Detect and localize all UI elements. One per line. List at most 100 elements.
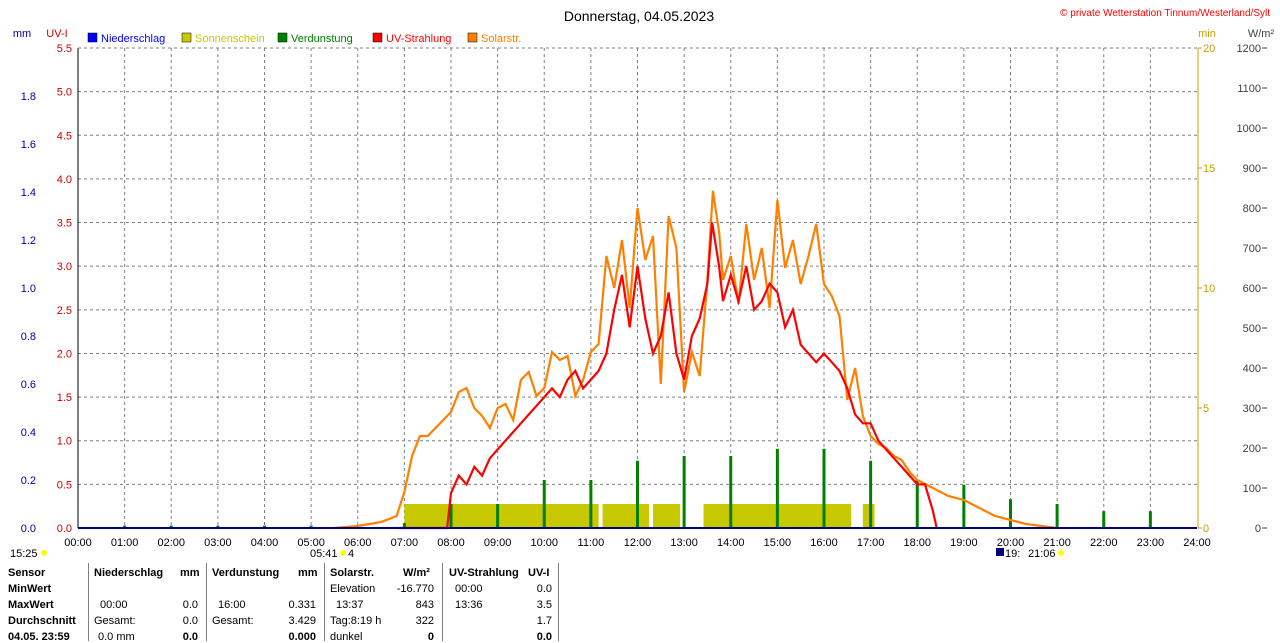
row-label-avg: Durchschnitt [8, 615, 76, 627]
legend-swatch [181, 32, 192, 43]
uv-tick-label: 5.5 [57, 43, 72, 55]
wm2-tick-label: 600 [1243, 283, 1261, 295]
sunshine-bar [862, 504, 875, 528]
tick-labels: 00:00 01:00 02:00 03:00 04:00 05:00 06:00 07:00… [21, 43, 1267, 549]
mm-tick-label: 1.4 [21, 187, 36, 199]
legend-label: UV-Strahlung [386, 33, 451, 45]
niederschlag-last-value: 0.0 [182, 631, 198, 643]
min-tick-label: 5 [1203, 403, 1209, 415]
min-tick-label: 0 [1203, 523, 1209, 535]
uv-header: UV-Strahlung [449, 567, 519, 579]
evaporation-bar [402, 523, 406, 528]
evaporation-bar [1009, 499, 1012, 528]
x-tick-label: 11:00 [578, 537, 605, 549]
wm2-tick-label: 400 [1243, 363, 1261, 375]
x-tick-label: 21:00 [1043, 537, 1071, 549]
x-tick-label: 08:00 [437, 537, 465, 549]
uv-tick-label: 1.0 [57, 436, 72, 448]
wm2-tick-label: 200 [1243, 443, 1261, 455]
x-tick-label: 15:00 [764, 537, 792, 549]
min-tick-label: 20 [1203, 43, 1215, 55]
wm2-tick-label: 100 [1243, 483, 1261, 495]
uv-tick-label: 2.0 [57, 348, 72, 360]
legend-swatch [87, 32, 98, 43]
verdunstung-header: Verdunstung [212, 567, 280, 579]
evaporation-bar [449, 504, 453, 528]
x-tick-label: 14:00 [717, 537, 745, 549]
niederschlag-avg-value: 0.0 [182, 615, 198, 627]
evaporation-bar [169, 525, 173, 528]
row-label-min: MinWert [8, 583, 52, 595]
evaporation-bar [729, 456, 733, 528]
evaporation-bar [775, 448, 779, 528]
legend-label: Sonnenschein [195, 33, 265, 45]
mm-tick-label: 0.4 [21, 427, 36, 439]
wm2-tick-label: 1200 [1237, 43, 1261, 55]
evaporation-bar [263, 525, 266, 528]
sunrise-dot [340, 550, 346, 556]
solar-max-value: 843 [415, 599, 434, 611]
evaporation-bar [822, 448, 826, 528]
x-tick-label: 05:00 [297, 537, 325, 549]
row-label-last: 04.05. 23:59 [8, 631, 70, 643]
solar-avg-label: Tag:8:19 h [330, 615, 382, 627]
solar-last-value: 0 [427, 631, 434, 643]
uv-tick-label: 0.0 [57, 523, 72, 535]
sunshine-bar [404, 504, 599, 528]
moon-icon [996, 548, 1004, 556]
wm2-tick-label: 800 [1243, 203, 1261, 215]
wm2-tick-label: 900 [1243, 163, 1261, 175]
x-tick-label: 22:00 [1090, 537, 1118, 549]
evaporation-bars [123, 448, 1152, 529]
legend-label: Verdunstung [291, 33, 353, 45]
evaporation-bar [216, 525, 220, 528]
column-divider [558, 563, 559, 641]
niederschlag-unit: mm [180, 567, 200, 579]
solar-last-label: dunkel [330, 631, 363, 643]
x-tick-label: 24:00 [1183, 537, 1211, 549]
x-tick-label: 17:00 [857, 537, 885, 549]
uv-tick-label: 4.0 [57, 174, 72, 186]
x-tick-label: 23:00 [1137, 537, 1165, 549]
x-tick-label: 18:00 [903, 537, 931, 549]
x-tick-label: 13:00 [670, 537, 698, 549]
niederschlag-last-text: 0.0 mm [98, 631, 135, 643]
solar-min-value: -16.770 [396, 583, 434, 595]
uv-last-value: 0.0 [536, 631, 552, 643]
legend-swatch [467, 32, 478, 43]
uv-min-time: 00:00 [455, 583, 483, 595]
niederschlag-max-value: 0.0 [182, 599, 198, 611]
verdunstung-avg-label: Gesamt: [212, 615, 254, 627]
x-tick-label: 16:00 [810, 537, 838, 549]
niederschlag-avg-label: Gesamt: [94, 615, 136, 627]
uv-tick-label: 0.5 [57, 479, 72, 491]
sunset-prefix: 19: [1005, 548, 1020, 560]
solar-header: Solarstr. [330, 567, 375, 579]
evaporation-bar [542, 480, 546, 528]
daylength-label: 15:25 [10, 548, 38, 560]
mm-tick-label: 1.8 [21, 91, 36, 103]
mm-tick-label: 0.8 [21, 331, 36, 343]
uv-max-time: 13:36 [455, 599, 483, 611]
uv-radiation-line [396, 222, 938, 530]
x-tick-label: 12:00 [624, 537, 652, 549]
grid [78, 48, 1197, 528]
x-tick-label: 02:00 [157, 537, 185, 549]
uv-tick-label: 3.0 [57, 261, 72, 273]
uv-tick-label: 3.5 [57, 218, 72, 230]
verdunstung-max-value: 0.331 [288, 599, 316, 611]
mm-tick-label: 1.0 [21, 283, 36, 295]
evaporation-bar [1102, 511, 1106, 528]
x-tick-label: 01:00 [111, 537, 139, 549]
legend-swatch [277, 32, 288, 43]
evaporation-bar [636, 460, 639, 528]
uv-tick-label: 1.5 [57, 392, 72, 404]
mm-tick-label: 1.2 [21, 235, 36, 247]
wm2-tick-label: 1100 [1237, 83, 1261, 95]
uv-tick-label: 4.5 [57, 130, 72, 142]
evaporation-bar [962, 484, 966, 528]
sunrise-label: 05:41 [310, 548, 338, 560]
sun-markers: 15:25 05:41 4 19: 21:06 [10, 548, 1064, 560]
column-divider [206, 563, 207, 641]
legend-swatch [372, 32, 383, 43]
